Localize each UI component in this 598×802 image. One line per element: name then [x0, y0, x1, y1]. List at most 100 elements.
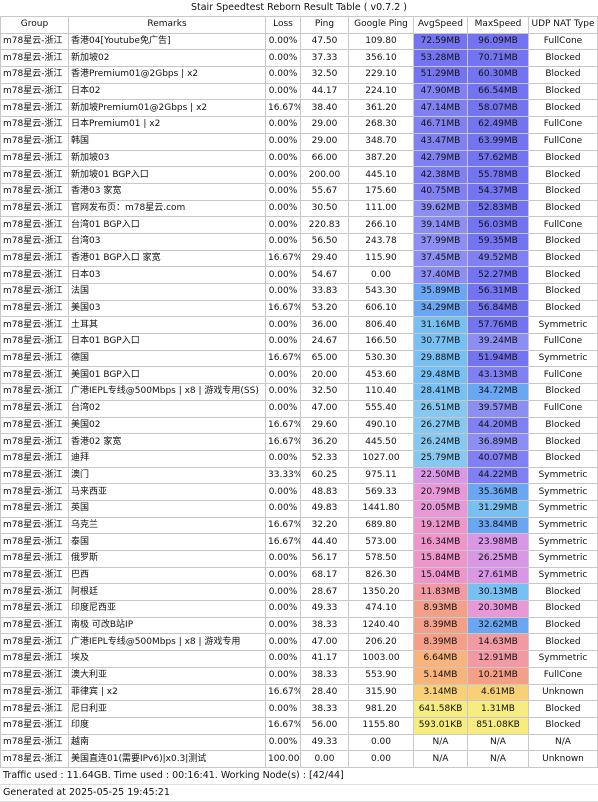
table-cell: 48.83 [300, 483, 349, 501]
table-cell: Blocked [528, 449, 598, 468]
table-row: m78星云-浙江 印度 16.67% 56.00 1155.80 593.01KB 851.… [0, 716, 598, 735]
table-cell: 0.00% [265, 449, 301, 468]
table-cell: 100.00% [265, 750, 301, 768]
table-cell: 19.12MB [413, 516, 468, 535]
table-cell: 1003.00 [348, 650, 414, 668]
table-cell: 29.00 [300, 132, 349, 151]
table-cell: 39.62MB [413, 199, 468, 218]
table-cell: 1155.80 [348, 716, 414, 735]
table-cell: 香港Premium01@2Gbps | x2 [68, 66, 266, 84]
table-cell: 0.00% [265, 316, 301, 335]
table-cell: 法国 [68, 283, 266, 301]
table-row: m78星云-浙江 韩国 0.00% 29.00 348.70 43.47MB 63.99MB… [0, 132, 598, 151]
table-row: m78星云-浙江 美国01 BGP入口 0.00% 20.00 453.60 29.48M… [0, 366, 598, 385]
table-row: m78星云-浙江 菲律宾 | x2 16.67% 28.40 315.90 3.14MB 4… [0, 683, 598, 702]
table-cell: 46.71MB [413, 116, 468, 134]
table-cell: FullCone [528, 666, 598, 685]
table-cell: 俄罗斯 [68, 550, 266, 568]
table-cell: m78星云-浙江 [0, 416, 69, 435]
table-row: m78星云-浙江 新加坡01 BGP入口 0.00% 200.00 445.10 42.3… [0, 166, 598, 184]
table-cell: Blocked [528, 99, 598, 118]
table-cell: 20.00 [300, 366, 349, 385]
table-cell: m78星云-浙江 [0, 499, 69, 518]
table-cell: 0.00% [265, 633, 301, 652]
table-cell: Blocked [528, 383, 598, 401]
table-cell: 土耳其 [68, 316, 266, 335]
table-cell: m78星云-浙江 [0, 232, 69, 251]
table-cell: 20.05MB [413, 499, 468, 518]
table-cell: Blocked [528, 182, 598, 201]
table-cell: 0.00 [300, 750, 349, 768]
table-cell: 806.40 [348, 316, 414, 335]
table-cell: 0.00 [348, 750, 414, 768]
table-cell: 175.60 [348, 182, 414, 201]
table-cell: FullCone [528, 116, 598, 134]
table-cell: 0.00% [265, 333, 301, 351]
table-cell: 15.84MB [413, 550, 468, 568]
table-cell: m78星云-浙江 [0, 700, 69, 718]
table-cell: 巴西 [68, 566, 266, 585]
table-cell: 22.50MB [413, 466, 468, 485]
table-cell: FullCone [528, 333, 598, 351]
table-row: m78星云-浙江 香港04[Youtube免广告] 0.00% 47.50 109.80… [0, 32, 598, 51]
table-cell: Blocked [528, 700, 598, 718]
table-cell: 印度 [68, 716, 266, 735]
table-cell: 日本03 [68, 266, 266, 284]
table-row: m78星云-浙江 广港IEPL专线@500Mbps | x8 | 游戏专用 0.00… [0, 633, 598, 652]
table-cell: 593.01KB [413, 716, 468, 735]
table-cell: 110.40 [348, 383, 414, 401]
table-cell: Blocked [528, 633, 598, 652]
table-cell: m78星云-浙江 [0, 733, 69, 752]
table-body: m78星云-浙江 香港04[Youtube免广告] 0.00% 47.50 109.80… [0, 32, 598, 768]
table-cell: 42.38MB [413, 166, 468, 184]
table-cell: 30.77MB [413, 333, 468, 351]
table-cell: 569.33 [348, 483, 414, 501]
table-cell: 0.00% [265, 283, 301, 301]
table-cell: 0.00% [265, 166, 301, 184]
table-cell: 广港IEPL专线@500Mbps | x8 | 游戏专用(SS) [68, 383, 266, 401]
table-cell: 香港04[Youtube免广告] [68, 32, 266, 51]
table-cell: 60.25 [300, 466, 349, 485]
table-cell: Blocked [528, 49, 598, 68]
table-cell: 474.10 [348, 600, 414, 618]
table-cell: m78星云-浙江 [0, 283, 69, 301]
column-header: UDP NAT Type [528, 16, 598, 34]
table-cell: 54.67 [300, 266, 349, 284]
table-row: m78星云-浙江 新加坡02 0.00% 37.33 356.10 53.28MB 70.7… [0, 49, 598, 68]
table-cell: 16.67% [265, 433, 301, 451]
column-header: Group [0, 16, 69, 34]
table-row: m78星云-浙江 广港IEPL专线@500Mbps | x8 | 游戏专用(SS)… [0, 383, 598, 401]
table-row: m78星云-浙江 美国02 16.67% 29.60 490.10 26.27MB 44.2… [0, 416, 598, 435]
table-cell: 641.58KB [413, 700, 468, 718]
table-cell: 24.67 [300, 333, 349, 351]
table-row: m78星云-浙江 越南 0.00% 49.33 0.00 N/A N/A N/A [0, 733, 598, 752]
table-cell: 0.00% [265, 182, 301, 201]
table-cell: m78星云-浙江 [0, 666, 69, 685]
table-cell: Symmetric [528, 466, 598, 485]
table-cell: 3.14MB [413, 683, 468, 702]
table-cell: 1027.00 [348, 449, 414, 468]
table-row: m78星云-浙江 香港02 家宽 16.67% 36.20 445.50 26.24MB 3… [0, 433, 598, 451]
table-cell: N/A [467, 750, 529, 768]
table-cell: m78星云-浙江 [0, 433, 69, 451]
table-cell: 49.33 [300, 733, 349, 752]
table-cell: 47.00 [300, 633, 349, 652]
table-cell: 澳大利亚 [68, 666, 266, 685]
table-cell: 36.00 [300, 316, 349, 335]
table-row: m78星云-浙江 俄罗斯 0.00% 56.17 578.50 15.84MB 26.25M… [0, 550, 598, 568]
table-cell: 日本02 [68, 82, 266, 101]
table-cell: 23.98MB [467, 533, 529, 551]
table-cell: 56.31MB [467, 283, 529, 301]
table-cell: 28.67 [300, 583, 349, 602]
table-cell: 31.16MB [413, 316, 468, 335]
table-cell: 206.20 [348, 633, 414, 652]
table-cell: Symmetric [528, 499, 598, 518]
table-cell: 851.08KB [467, 716, 529, 735]
table-row: m78星云-浙江 日本Premium01 | x2 0.00% 29.00 268.30… [0, 116, 598, 134]
table-cell: m78星云-浙江 [0, 299, 69, 318]
table-cell: 0.00% [265, 600, 301, 618]
table-cell: 63.99MB [467, 132, 529, 151]
table-row: m78星云-浙江 官网发布页：m78星云.com 0.00% 30.50 111.00 3… [0, 199, 598, 218]
table-cell: FullCone [528, 32, 598, 51]
